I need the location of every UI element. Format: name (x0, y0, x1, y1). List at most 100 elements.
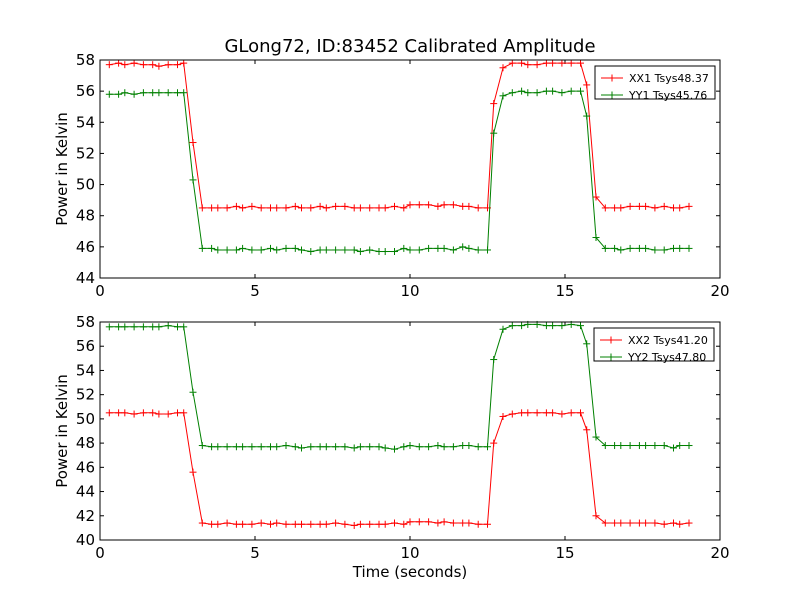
data-point (518, 87, 526, 95)
legend: XX1 Tsys48.37 YY1 Tsys45.76 (594, 65, 716, 102)
data-point (121, 409, 129, 417)
data-point (635, 519, 643, 527)
data-point (626, 442, 634, 450)
data-point (139, 89, 147, 97)
data-point (601, 204, 609, 212)
data-point (465, 202, 473, 210)
data-point (577, 322, 584, 330)
data-point (558, 322, 566, 330)
data-point (670, 244, 677, 252)
y-tick-label: 40 (76, 531, 95, 549)
data-point (542, 59, 550, 67)
data-point (577, 87, 584, 95)
data-point (282, 520, 290, 528)
data-point (651, 442, 659, 450)
data-point (542, 87, 550, 95)
data-point (617, 204, 625, 212)
data-point (583, 426, 591, 434)
data-point (484, 246, 491, 254)
x-tick-label: 15 (555, 544, 574, 562)
data-point (273, 443, 281, 451)
data-point (366, 443, 374, 451)
data-point (670, 444, 677, 452)
data-point (642, 202, 650, 210)
data-point (332, 443, 340, 451)
data-point (214, 204, 222, 212)
data-point (626, 244, 634, 252)
data-point (642, 442, 650, 450)
data-point (282, 442, 290, 450)
data-point (617, 519, 625, 527)
y-tick-label: 50 (76, 410, 95, 428)
data-point (611, 442, 619, 450)
data-point (174, 89, 181, 97)
data-point (459, 243, 467, 251)
data-point (198, 442, 206, 450)
data-point (115, 90, 123, 98)
data-point (524, 61, 532, 69)
data-point (267, 244, 274, 252)
data-point (232, 202, 240, 210)
data-point (298, 520, 305, 528)
data-point (257, 204, 265, 212)
data-point (676, 204, 684, 212)
data-point (406, 442, 414, 450)
data-point (592, 193, 600, 201)
data-point (180, 409, 188, 417)
data-point (474, 246, 482, 254)
data-point (577, 409, 584, 417)
chart-top-ylabel: Power in Kelvin (53, 112, 71, 226)
data-point (375, 520, 383, 528)
data-point (490, 356, 498, 364)
chart-bottom-plot: 0 5 10 15 20 40 42 44 46 48 50 52 54 56 58 XX2 Tsys41.2… (76, 313, 730, 562)
data-point (617, 442, 625, 450)
data-point (208, 244, 216, 252)
data-point (232, 520, 240, 528)
data-point (685, 519, 693, 527)
data-point (558, 410, 566, 418)
data-point (406, 518, 414, 526)
data-point (307, 520, 315, 528)
data-point (567, 409, 575, 417)
data-point (524, 409, 532, 417)
data-point (533, 61, 541, 69)
data-point (642, 519, 650, 527)
data-point (239, 520, 247, 528)
data-point (164, 322, 172, 330)
data-point (542, 322, 550, 330)
y-tick-label: 54 (76, 361, 95, 379)
data-point (391, 445, 398, 453)
data-point (449, 443, 457, 451)
data-point (391, 202, 398, 210)
data-point (449, 201, 457, 209)
data-point (611, 204, 619, 212)
legend: XX2 Tsys41.20 YY2 Tsys47.80 (593, 327, 715, 364)
data-point (316, 202, 324, 210)
data-point (139, 323, 147, 331)
data-point (474, 204, 482, 212)
data-point (332, 246, 340, 254)
data-point (273, 519, 281, 527)
data-point (465, 442, 473, 450)
data-point (273, 204, 281, 212)
data-point (660, 442, 668, 450)
data-point (611, 519, 619, 527)
data-point (425, 201, 433, 209)
data-point (130, 59, 138, 67)
data-point (267, 520, 274, 528)
data-point (381, 204, 389, 212)
data-point (651, 204, 659, 212)
data-point (350, 521, 358, 529)
legend-entry-2: YY1 Tsys45.76 (628, 89, 707, 102)
data-point (350, 204, 358, 212)
data-point (350, 246, 358, 254)
data-point (298, 444, 305, 452)
data-point (459, 442, 467, 450)
y-tick-label: 44 (76, 269, 95, 287)
data-point (149, 409, 157, 417)
data-point (121, 323, 129, 331)
data-point (257, 443, 265, 451)
y-tick-label: 48 (76, 207, 95, 225)
data-point (130, 410, 138, 418)
